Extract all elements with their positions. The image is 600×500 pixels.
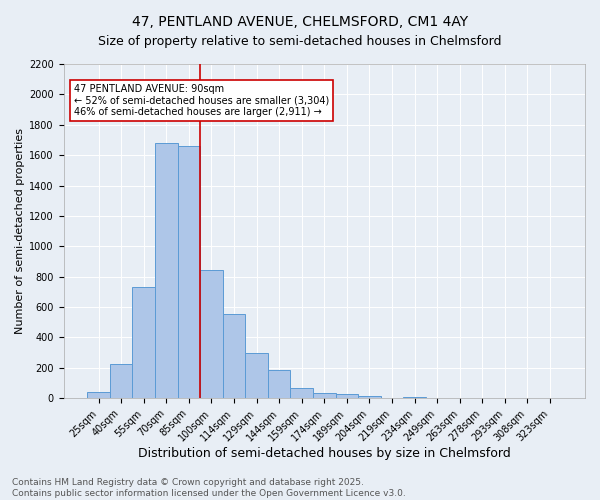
Bar xyxy=(178,146,200,398)
X-axis label: Distribution of semi-detached houses by size in Chelmsford: Distribution of semi-detached houses by … xyxy=(138,447,511,460)
Text: Contains HM Land Registry data © Crown copyright and database right 2025.
Contai: Contains HM Land Registry data © Crown c… xyxy=(12,478,406,498)
Bar xyxy=(200,270,223,398)
Bar xyxy=(88,392,110,398)
Bar xyxy=(313,393,335,398)
Bar xyxy=(110,364,133,398)
Bar xyxy=(268,370,290,398)
Bar xyxy=(358,396,381,398)
Text: 47, PENTLAND AVENUE, CHELMSFORD, CM1 4AY: 47, PENTLAND AVENUE, CHELMSFORD, CM1 4AY xyxy=(132,15,468,29)
Y-axis label: Number of semi-detached properties: Number of semi-detached properties xyxy=(15,128,25,334)
Bar xyxy=(223,314,245,398)
Bar xyxy=(155,143,178,398)
Text: 47 PENTLAND AVENUE: 90sqm
← 52% of semi-detached houses are smaller (3,304)
46% : 47 PENTLAND AVENUE: 90sqm ← 52% of semi-… xyxy=(74,84,329,117)
Bar xyxy=(403,396,426,398)
Bar xyxy=(335,394,358,398)
Bar xyxy=(133,288,155,398)
Bar xyxy=(245,352,268,398)
Text: Size of property relative to semi-detached houses in Chelmsford: Size of property relative to semi-detach… xyxy=(98,35,502,48)
Bar xyxy=(290,388,313,398)
